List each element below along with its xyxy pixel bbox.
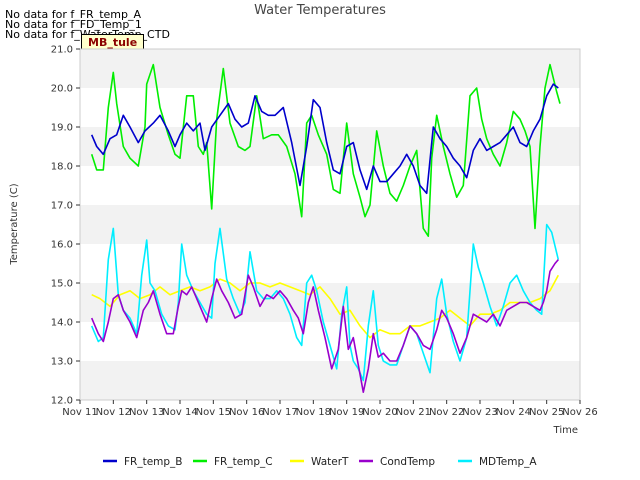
x-tick-label: Nov 15 <box>196 407 231 418</box>
x-tick-label: Nov 16 <box>229 407 264 418</box>
series-line-fr-temp-c <box>90 63 561 237</box>
x-tick-label: Nov 25 <box>529 407 564 418</box>
x-tick-label: Nov 24 <box>496 407 531 418</box>
series-line-watert <box>91 274 560 339</box>
y-tick-label: 20.0 <box>51 84 73 95</box>
grid-band <box>80 361 580 400</box>
nodata-message-1: No data for f_FR_temp_A <box>5 8 141 21</box>
y-tick-label: 13.0 <box>51 357 73 368</box>
x-tick-label: Nov 19 <box>329 407 364 418</box>
y-tick-label: 17.0 <box>51 201 73 212</box>
x-axis-label: Time <box>553 425 578 436</box>
y-tick-label: 18.0 <box>51 162 73 173</box>
grid-band <box>80 205 580 244</box>
plot-border <box>79 48 581 401</box>
x-tick-label: Nov 13 <box>129 407 164 418</box>
legend-label: MDTemp_A <box>479 456 537 468</box>
series-line-condtemp <box>90 259 559 394</box>
y-axis-label: Temperature (C) <box>9 183 20 265</box>
y-tick-label: 15.0 <box>51 279 73 290</box>
y-tick-label: 12.0 <box>51 396 73 407</box>
x-tick-label: Nov 14 <box>162 407 197 418</box>
x-tick-label: Nov 23 <box>462 407 497 418</box>
x-tick-label: Nov 18 <box>296 407 331 418</box>
legend-label: FR_temp_C <box>214 456 273 468</box>
y-tick-label: 21.0 <box>51 45 73 56</box>
x-tick-label: Nov 12 <box>96 407 131 418</box>
y-tick-label: 16.0 <box>51 240 73 251</box>
legend-label: FR_temp_B <box>124 456 183 468</box>
x-tick-label: Nov 22 <box>429 407 464 418</box>
legend-label: WaterT <box>311 456 349 468</box>
legend-label: CondTemp <box>380 456 435 468</box>
chart-title: Water Temperatures <box>254 3 386 18</box>
x-tick-label: Nov 17 <box>262 407 297 418</box>
plot-frame <box>79 48 581 401</box>
y-tick-label: 14.0 <box>51 318 73 329</box>
legend: FR_temp_B FR_temp_C WaterT CondTemp MDTemp_A <box>103 456 537 468</box>
series-line-mdtemp-a <box>90 223 560 382</box>
x-tick-label: Nov 11 <box>62 407 97 418</box>
y-axis-ticks: 12.0 13.0 14.0 15.0 16.0 17.0 18.0 19.0 20.0 21.0 <box>51 45 80 407</box>
x-tick-label: Nov 20 <box>362 407 397 418</box>
y-tick-label: 19.0 <box>51 123 73 134</box>
series-lines <box>90 63 561 394</box>
site-badge: MB_tule <box>81 34 145 51</box>
nodata-message-2: No data for f_FD_Temp_1 <box>5 18 142 31</box>
x-tick-label: Nov 21 <box>396 407 431 418</box>
x-tick-label: Nov 26 <box>562 407 597 418</box>
grid-band <box>80 49 580 88</box>
series-line-fr-temp-b <box>90 83 559 195</box>
